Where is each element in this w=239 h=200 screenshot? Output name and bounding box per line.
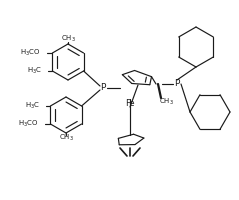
Text: H$_3$CO: H$_3$CO [18,119,38,129]
Text: H$_3$C: H$_3$C [25,101,40,111]
Text: CH$_3$: CH$_3$ [59,133,73,143]
Text: H$_3$CO: H$_3$CO [20,48,40,58]
Text: Fe: Fe [125,98,135,108]
Text: P: P [174,79,180,88]
Text: CH$_3$: CH$_3$ [60,34,76,44]
Text: CH$_3$: CH$_3$ [158,97,174,107]
Text: H$_3$C: H$_3$C [27,66,42,76]
Text: P: P [100,84,106,92]
